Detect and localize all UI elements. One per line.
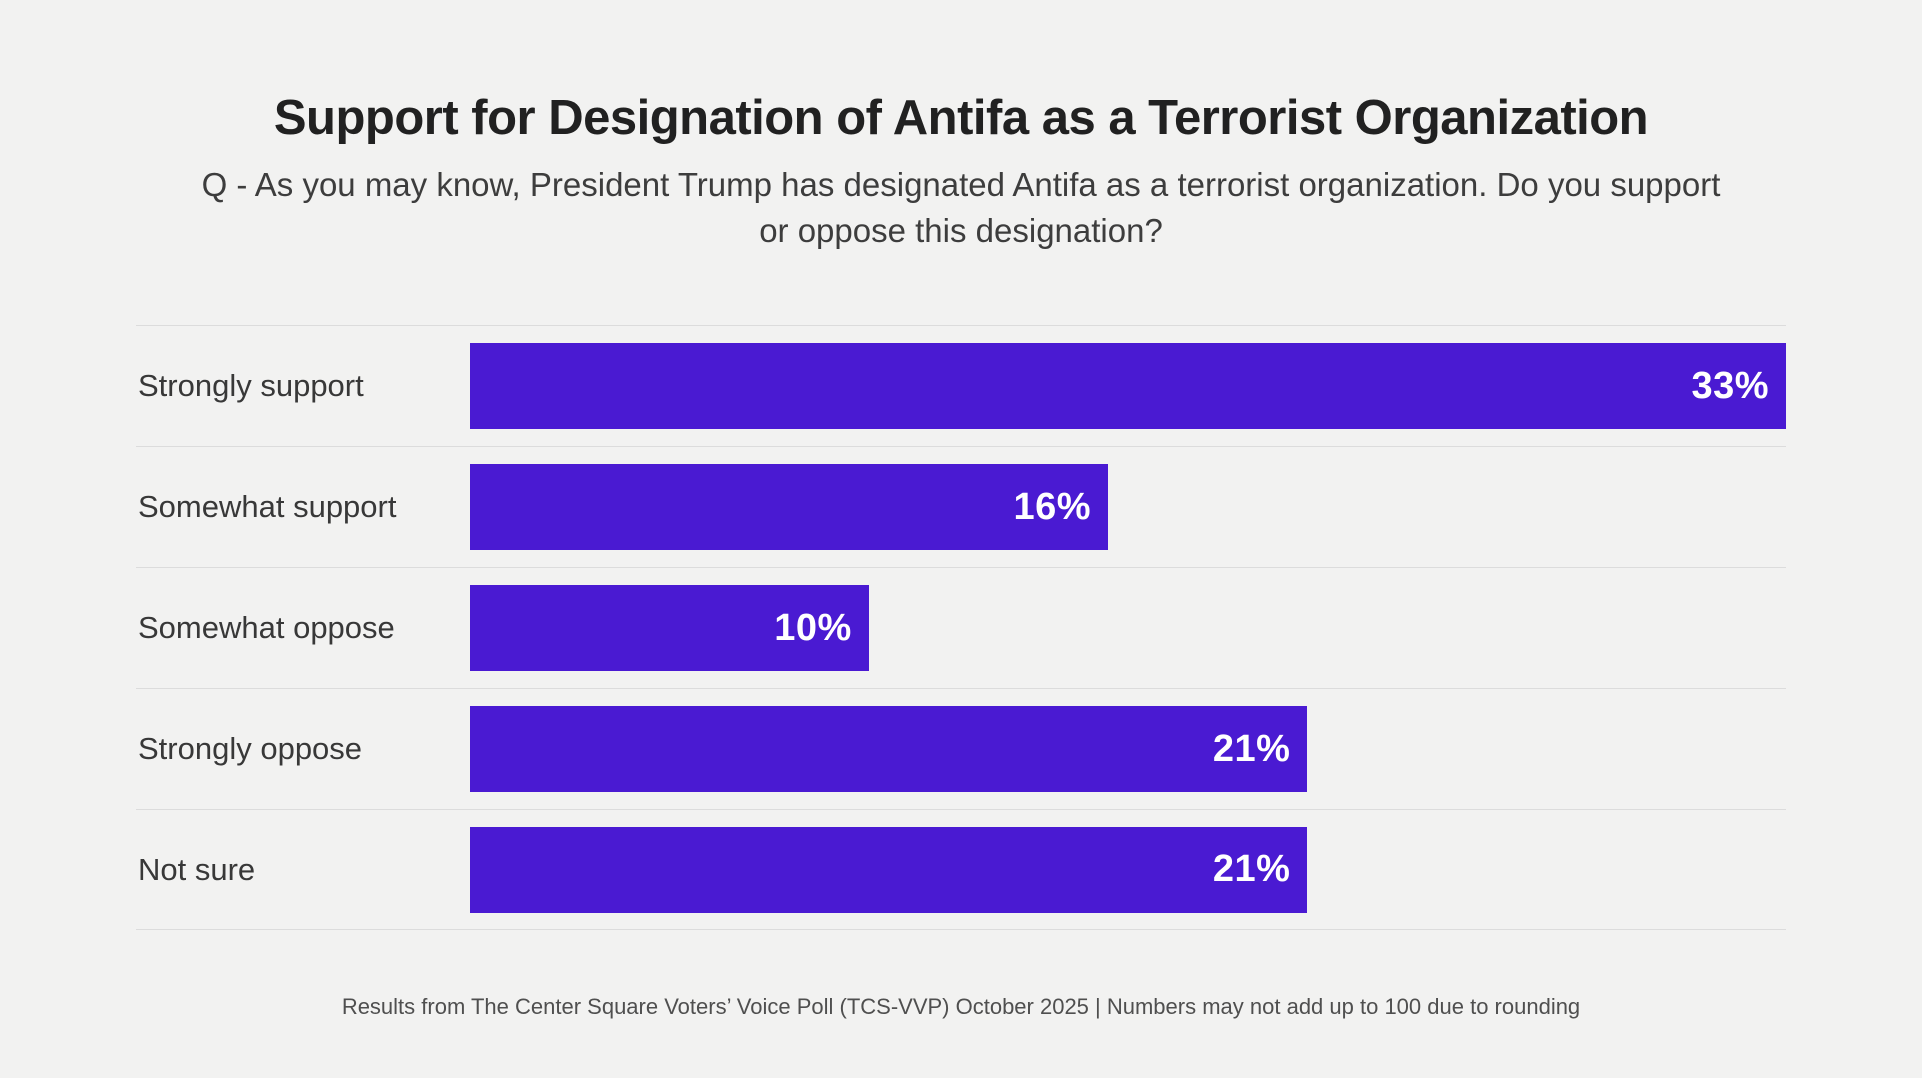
bar-strongly-support: 33%	[470, 343, 1786, 430]
bar-chart: Strongly support 33% Somewhat support 16…	[136, 325, 1786, 931]
bar-somewhat-support: 16%	[470, 464, 1109, 551]
bar-track: 10%	[470, 585, 1786, 672]
category-label: Somewhat oppose	[138, 610, 395, 646]
chart-row-strongly-support: Strongly support 33%	[136, 325, 1786, 446]
chart-row-strongly-oppose: Strongly oppose 21%	[136, 688, 1786, 809]
bar-strongly-oppose: 21%	[470, 706, 1308, 793]
bar-track: 21%	[470, 706, 1786, 793]
value-label: 21%	[1212, 848, 1291, 891]
category-label: Not sure	[138, 851, 256, 887]
chart-row-somewhat-support: Somewhat support 16%	[136, 446, 1786, 567]
chart-row-somewhat-oppose: Somewhat oppose 10%	[136, 567, 1786, 688]
chart-row-not-sure: Not sure 21%	[136, 809, 1786, 931]
bar-not-sure: 21%	[470, 826, 1308, 913]
value-label: 16%	[1013, 485, 1092, 528]
category-label: Strongly support	[138, 368, 364, 404]
source-note: Results from The Center Square Voters’ V…	[341, 994, 1581, 1020]
bar-track: 33%	[470, 343, 1786, 430]
bar-somewhat-oppose: 10%	[470, 585, 869, 672]
value-label: 21%	[1212, 727, 1291, 770]
value-label: 33%	[1691, 364, 1769, 407]
chart-title: Support for Designation of Antifa as a T…	[273, 91, 1649, 145]
bar-track: 16%	[470, 464, 1786, 551]
chart-subtitle-line-1: Q - As you may know, President Trump has…	[201, 166, 1721, 203]
category-label: Strongly oppose	[138, 731, 363, 767]
category-label: Somewhat support	[138, 489, 397, 525]
bar-track: 21%	[470, 826, 1786, 913]
value-label: 10%	[774, 606, 852, 649]
chart-header: Support for Designation of Antifa as a T…	[0, 0, 1922, 253]
chart-subtitle: Q - As you may know, President Trump has…	[111, 162, 1811, 253]
chart-subtitle-line-2: or oppose this designation?	[759, 211, 1163, 249]
